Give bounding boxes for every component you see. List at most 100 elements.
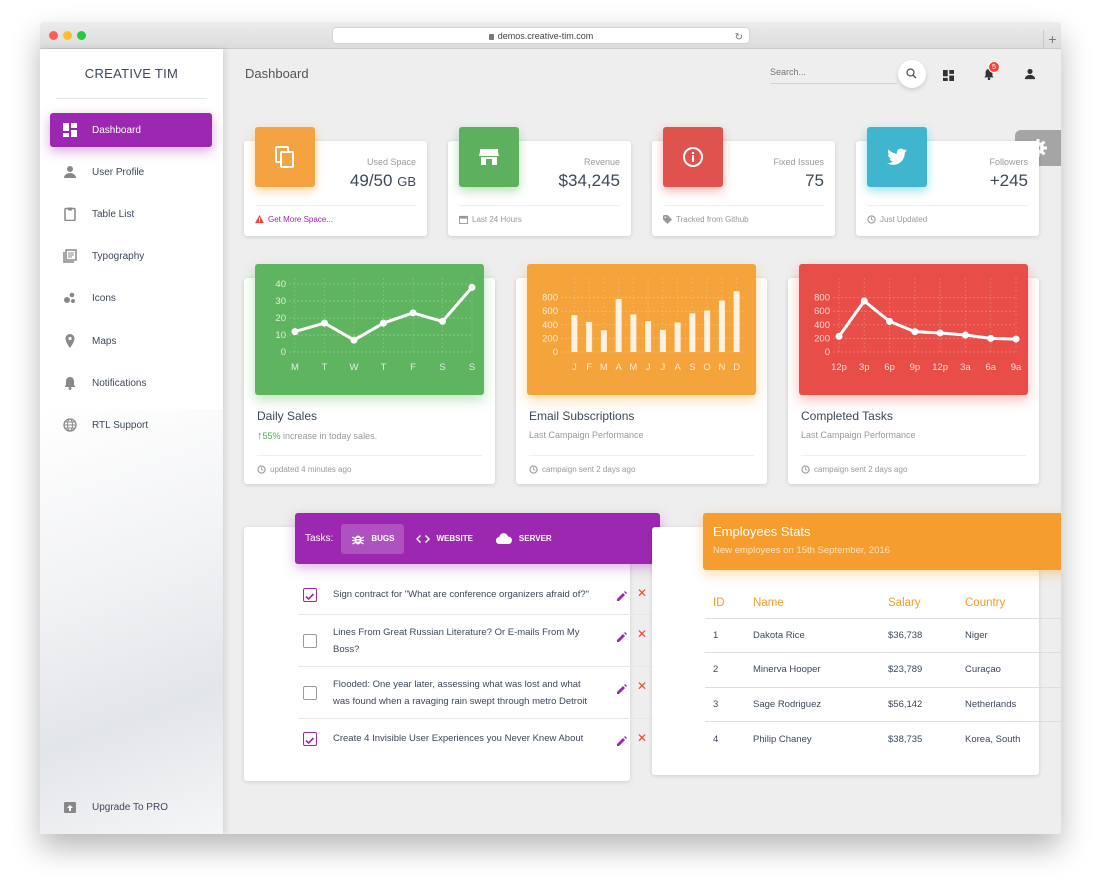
edit-icon[interactable]	[617, 629, 627, 642]
table-cell: Korea, South	[965, 733, 1021, 745]
chart-bar	[630, 314, 637, 352]
sidebar-item-notifications[interactable]: Notifications	[50, 366, 212, 400]
task-row: Create 4 Invisible User Experiences you …	[298, 719, 658, 759]
table-cell: 4	[713, 733, 719, 745]
x-tick-label: J	[646, 362, 651, 373]
x-tick-label: J	[661, 362, 666, 373]
chart-bar	[586, 321, 593, 352]
y-tick-label: 30	[275, 296, 286, 307]
y-tick-label: 0	[281, 347, 286, 358]
edit-icon[interactable]	[617, 588, 627, 601]
task-checkbox[interactable]	[303, 686, 317, 700]
x-tick-label: 6p	[884, 362, 895, 373]
sidebar-item-maps[interactable]: Maps	[50, 324, 212, 358]
reload-icon[interactable]: ↻	[734, 32, 743, 43]
sidebar-item-dashboard[interactable]: Dashboard	[50, 113, 212, 147]
bubble-chart-icon	[63, 291, 77, 305]
close-icon[interactable]: ✕	[637, 627, 648, 641]
store-icon	[459, 127, 519, 187]
x-tick-label: M	[291, 362, 299, 373]
tab-bugs[interactable]: BUGS	[341, 523, 405, 554]
task-checkbox[interactable]	[303, 588, 317, 602]
close-window-button[interactable]	[49, 31, 58, 40]
stat-category: Fixed Issues	[773, 157, 824, 167]
table-row: 4 Philip Chaney $38,735 Korea, South	[705, 722, 1061, 757]
x-tick-label: J	[572, 362, 577, 373]
chart-email-subscriptions: 800 600 400 200 0 J F M A M J J A S O N D	[527, 264, 756, 395]
chart-bar	[704, 310, 711, 352]
chart-point	[961, 331, 969, 339]
y-tick-label: 200	[542, 333, 558, 344]
lock-icon	[488, 33, 494, 40]
upgrade-to-pro-link[interactable]: Upgrade To PRO	[50, 792, 212, 822]
edit-icon[interactable]	[617, 733, 627, 746]
zoom-window-button[interactable]	[77, 31, 86, 40]
sidebar-item-label: Typography	[92, 250, 145, 262]
sidebar-item-rtl-support[interactable]: RTL Support	[50, 408, 212, 442]
sidebar-item-label: Dashboard	[92, 124, 141, 136]
warning-icon	[255, 215, 264, 224]
employees-title: Employees Stats	[713, 524, 811, 539]
table-cell: Dakota Rice	[745, 618, 880, 653]
chart-point	[835, 332, 843, 340]
y-tick-label: 200	[814, 333, 830, 344]
chart-bar	[733, 291, 740, 352]
stat-value: +245	[989, 171, 1028, 190]
tasks-tabs-header: Tasks: BUGS WEBSITE SERVER	[295, 513, 660, 564]
stat-card-used-space: Used Space 49/50 GB Get More Space...	[244, 141, 427, 236]
browser-window: demos.creative-tim.com ↻ + CREATIVE TIM …	[40, 22, 1061, 834]
sidebar-item-user-profile[interactable]: User Profile	[50, 155, 212, 189]
arrow-upward-icon: ↑	[257, 430, 263, 442]
column-header: Country	[957, 588, 1061, 619]
x-tick-label: 9p	[910, 362, 921, 373]
chart-line	[837, 299, 1017, 341]
y-tick-label: 10	[275, 330, 286, 341]
chart-svg: 40 30 20 10 0M T W T F S S	[275, 278, 476, 373]
clipboard-icon	[63, 207, 77, 222]
search-button[interactable]	[898, 60, 926, 88]
task-checkbox[interactable]	[303, 732, 317, 746]
dashboard-icon[interactable]	[943, 68, 957, 82]
stat-category: Revenue	[583, 157, 620, 167]
tab-server[interactable]: SERVER	[485, 524, 562, 554]
close-icon[interactable]: ✕	[637, 731, 648, 745]
x-tick-label: D	[733, 362, 740, 373]
page-title[interactable]: Dashboard	[245, 66, 309, 81]
dashboard-icon	[63, 123, 77, 137]
sidebar-item-icons[interactable]: Icons	[50, 281, 212, 315]
chart-bar	[571, 315, 578, 352]
code-icon	[416, 532, 431, 546]
sidebar-item-label: RTL Support	[92, 419, 149, 431]
chart-point	[911, 328, 919, 336]
tab-website[interactable]: WEBSITE	[406, 524, 482, 554]
minimize-window-button[interactable]	[63, 31, 72, 40]
person-icon[interactable]	[1024, 67, 1038, 81]
y-tick-label: 600	[814, 306, 830, 317]
clock-icon	[801, 465, 810, 474]
get-more-space-link[interactable]: Get More Space...	[268, 215, 333, 224]
table-row: 1 Dakota Rice $36,738 Niger	[705, 618, 1061, 653]
address-bar[interactable]: demos.creative-tim.com ↻	[332, 27, 750, 44]
chart-bar	[718, 300, 725, 352]
new-tab-button[interactable]: +	[1043, 30, 1061, 49]
x-tick-label: 6a	[985, 362, 996, 373]
x-tick-label: N	[718, 362, 725, 373]
clock-icon	[529, 465, 538, 474]
table-cell: 2	[705, 652, 745, 688]
sidebar-item-table-list[interactable]: Table List	[50, 197, 212, 231]
search-input[interactable]	[770, 67, 890, 77]
brand-logo[interactable]: CREATIVE TIM	[84, 66, 179, 81]
table-cell: Minerva Hooper	[745, 652, 880, 688]
person-icon	[63, 165, 77, 179]
upgrade-label: Upgrade To PRO	[92, 801, 168, 813]
close-icon[interactable]: ✕	[637, 586, 648, 600]
y-tick-label: 400	[542, 320, 558, 331]
sidebar: CREATIVE TIM Dashboard User Profile Tabl…	[40, 49, 223, 834]
sidebar-item-typography[interactable]: Typography	[50, 239, 212, 273]
edit-icon[interactable]	[617, 681, 627, 694]
x-tick-label: F	[586, 362, 592, 373]
x-tick-label: 12p	[831, 362, 847, 373]
close-icon[interactable]: ✕	[637, 679, 648, 693]
task-checkbox[interactable]	[303, 634, 317, 648]
